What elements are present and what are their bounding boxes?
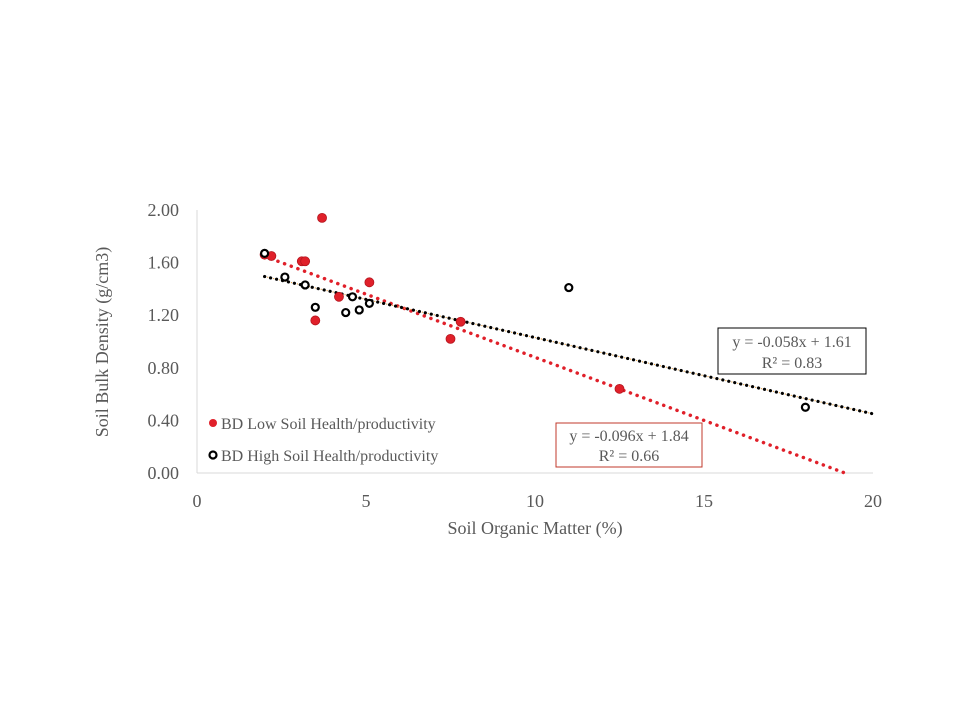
data-point-low	[614, 383, 625, 394]
equation-box-high: y = -0.058x + 1.61 R² = 0.83	[717, 327, 867, 375]
y-tick-label: 1.20	[148, 305, 180, 325]
data-point-low	[455, 316, 466, 327]
data-point-high	[364, 298, 374, 308]
axes: 0 5 10 15 20 0.00 0.40 0.80 1.20 1.60 2.00	[148, 200, 883, 511]
legend-marker-high	[208, 450, 218, 460]
equation-low: y = -0.096x + 1.84	[569, 428, 688, 445]
data-points	[259, 212, 811, 412]
x-tick-label: 5	[362, 491, 371, 511]
equation-box-high-frame	[717, 327, 867, 375]
x-tick-label: 0	[193, 491, 202, 511]
data-point-high	[354, 305, 364, 315]
data-point-high	[280, 272, 290, 282]
legend-marker-low	[209, 419, 217, 427]
data-point-low	[364, 277, 375, 288]
y-tick-label: 0.40	[148, 410, 180, 430]
legend-item-low: BD Low Soil Health/productivity	[209, 416, 436, 433]
data-point-high	[310, 302, 320, 312]
legend-label-low: BD Low Soil Health/productivity	[221, 416, 436, 433]
y-tick-label: 1.60	[148, 253, 180, 273]
y-tick-label: 2.00	[148, 200, 180, 220]
equation-high: y = -0.058x + 1.61	[732, 334, 851, 351]
data-point-low	[334, 291, 344, 302]
data-point-high	[347, 292, 358, 302]
r-squared-high: R² = 0.83	[762, 355, 823, 372]
r-squared-low: R² = 0.66	[599, 448, 660, 465]
y-tick-label: 0.00	[148, 463, 180, 483]
data-point-low	[445, 333, 456, 344]
data-point-low	[300, 256, 311, 267]
y-tick-label: 0.80	[148, 358, 180, 378]
trendlines	[262, 254, 875, 476]
data-point-high	[260, 248, 270, 258]
equation-box-low-frame	[555, 422, 703, 468]
trendline-low	[262, 254, 848, 476]
x-tick-label: 15	[695, 491, 713, 511]
x-tick-label: 20	[864, 491, 882, 511]
trendline-high	[263, 274, 875, 416]
x-axis-title: Soil Organic Matter (%)	[447, 518, 622, 539]
data-point-low	[310, 315, 321, 326]
legend: BD Low Soil Health/productivity BD High …	[208, 416, 438, 465]
legend-item-high: BD High Soil Health/productivity	[208, 448, 438, 465]
y-axis-title: Soil Bulk Density (g/cm3)	[92, 247, 113, 438]
data-point-high	[800, 402, 811, 412]
data-point-high	[300, 280, 310, 290]
equation-box-low: y = -0.096x + 1.84 R² = 0.66	[555, 422, 703, 468]
legend-label-high: BD High Soil Health/productivity	[221, 448, 438, 465]
data-point-high	[341, 307, 351, 318]
data-point-high	[564, 282, 574, 293]
x-tick-label: 10	[526, 491, 544, 511]
data-point-low	[317, 212, 327, 223]
